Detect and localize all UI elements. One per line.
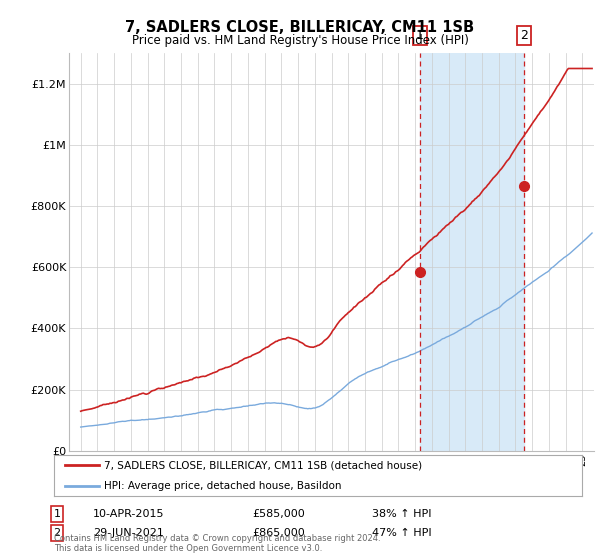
Text: 10-APR-2015: 10-APR-2015 [93, 509, 164, 519]
Text: 1: 1 [53, 509, 61, 519]
Text: £865,000: £865,000 [252, 528, 305, 538]
Text: 38% ↑ HPI: 38% ↑ HPI [372, 509, 431, 519]
Text: 7, SADLERS CLOSE, BILLERICAY, CM11 1SB (detached house): 7, SADLERS CLOSE, BILLERICAY, CM11 1SB (… [104, 460, 422, 470]
Text: Price paid vs. HM Land Registry's House Price Index (HPI): Price paid vs. HM Land Registry's House … [131, 34, 469, 46]
Text: 29-JUN-2021: 29-JUN-2021 [93, 528, 164, 538]
Bar [419, 53, 524, 451]
Text: Contains HM Land Registry data © Crown copyright and database right 2024.
This d: Contains HM Land Registry data © Crown c… [54, 534, 380, 553]
Text: HPI: Average price, detached house, Basildon: HPI: Average price, detached house, Basi… [104, 480, 341, 491]
Text: 47% ↑ HPI: 47% ↑ HPI [372, 528, 431, 538]
Text: 2: 2 [520, 29, 527, 42]
Text: £585,000: £585,000 [252, 509, 305, 519]
Text: 2: 2 [53, 528, 61, 538]
Text: 1: 1 [416, 29, 424, 42]
Text: 7, SADLERS CLOSE, BILLERICAY, CM11 1SB: 7, SADLERS CLOSE, BILLERICAY, CM11 1SB [125, 20, 475, 35]
